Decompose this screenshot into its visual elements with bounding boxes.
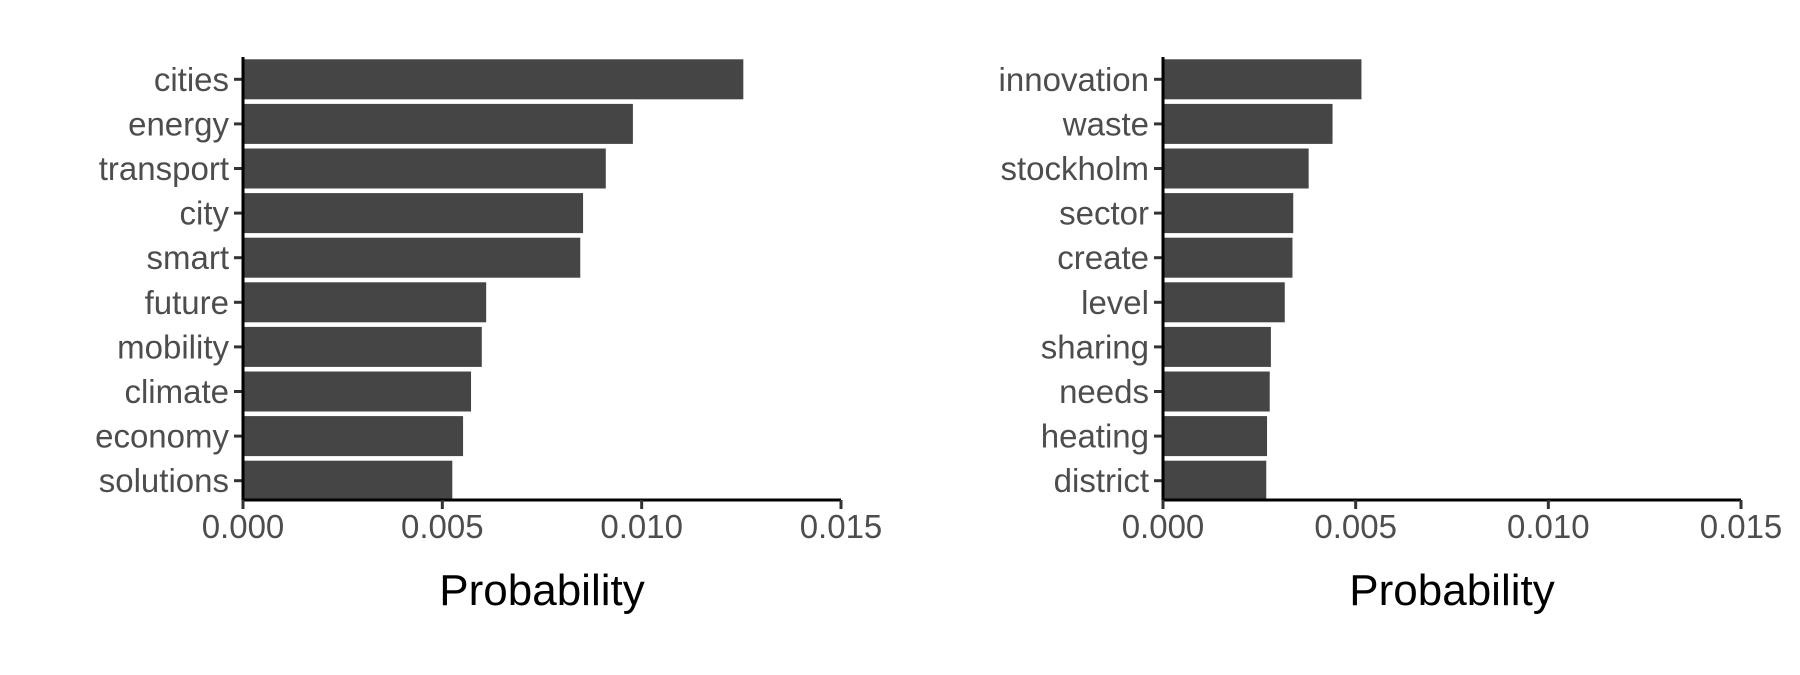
x-tick-label: 0.005 [401,508,484,545]
y-tick-label: stockholm [1000,150,1149,187]
y-tick-label: create [1057,239,1149,276]
bar-district [1163,460,1267,501]
x-tick-label: 0.010 [600,508,683,545]
bar-sharing [1163,326,1271,367]
y-tick-label: level [1081,284,1149,321]
y-tick-label: innovation [999,61,1149,98]
y-tick-label: solutions [99,462,229,499]
y-tick-label: cities [154,61,229,98]
y-tick-label: district [1054,462,1149,499]
bar-stockholm [1163,148,1309,189]
x-tick-label: 0.015 [1700,508,1783,545]
bar-economy [243,416,464,457]
bar-mobility [243,326,482,367]
x-axis-title: Probability [1349,566,1554,615]
bar-city [243,193,584,234]
bar-climate [243,371,472,412]
right-panel: innovation waste stockholm sector create leve… [999,57,1783,615]
y-tick-label: energy [128,105,229,142]
x-tick-label: 0.000 [1122,508,1205,545]
y-tick-label: needs [1059,373,1149,410]
x-axis-title: Probability [439,566,644,615]
bar-needs [1163,371,1270,412]
y-tick-label: city [180,195,230,232]
bar-waste [1163,103,1333,144]
y-tick-label: smart [147,239,230,276]
y-tick-label: mobility [117,328,229,365]
left-panel: cities energy transport city smart future mobi… [95,57,882,615]
bar-cities [243,59,744,100]
bar-create [1163,237,1293,278]
y-tick-label: heating [1041,418,1149,455]
y-tick-label: transport [99,150,229,187]
y-tick-label: waste [1062,105,1149,142]
x-tick-label: 0.000 [202,508,285,545]
y-tick-label: future [145,284,229,321]
bar-innovation [1163,59,1362,100]
y-tick-label: economy [95,418,229,455]
bar-level [1163,282,1285,323]
bar-transport [243,148,606,189]
x-tick-label: 0.005 [1314,508,1397,545]
bar-sector [1163,193,1294,234]
y-tick-label: sector [1059,195,1149,232]
y-tick-label: sharing [1041,328,1149,365]
bar-future [243,282,487,323]
bar-smart [243,237,581,278]
bar-heating [1163,416,1268,457]
x-tick-label: 0.015 [800,508,883,545]
x-tick-label: 0.010 [1507,508,1590,545]
y-tick-label: climate [124,373,229,410]
bar-energy [243,103,633,144]
bar-solutions [243,460,453,501]
